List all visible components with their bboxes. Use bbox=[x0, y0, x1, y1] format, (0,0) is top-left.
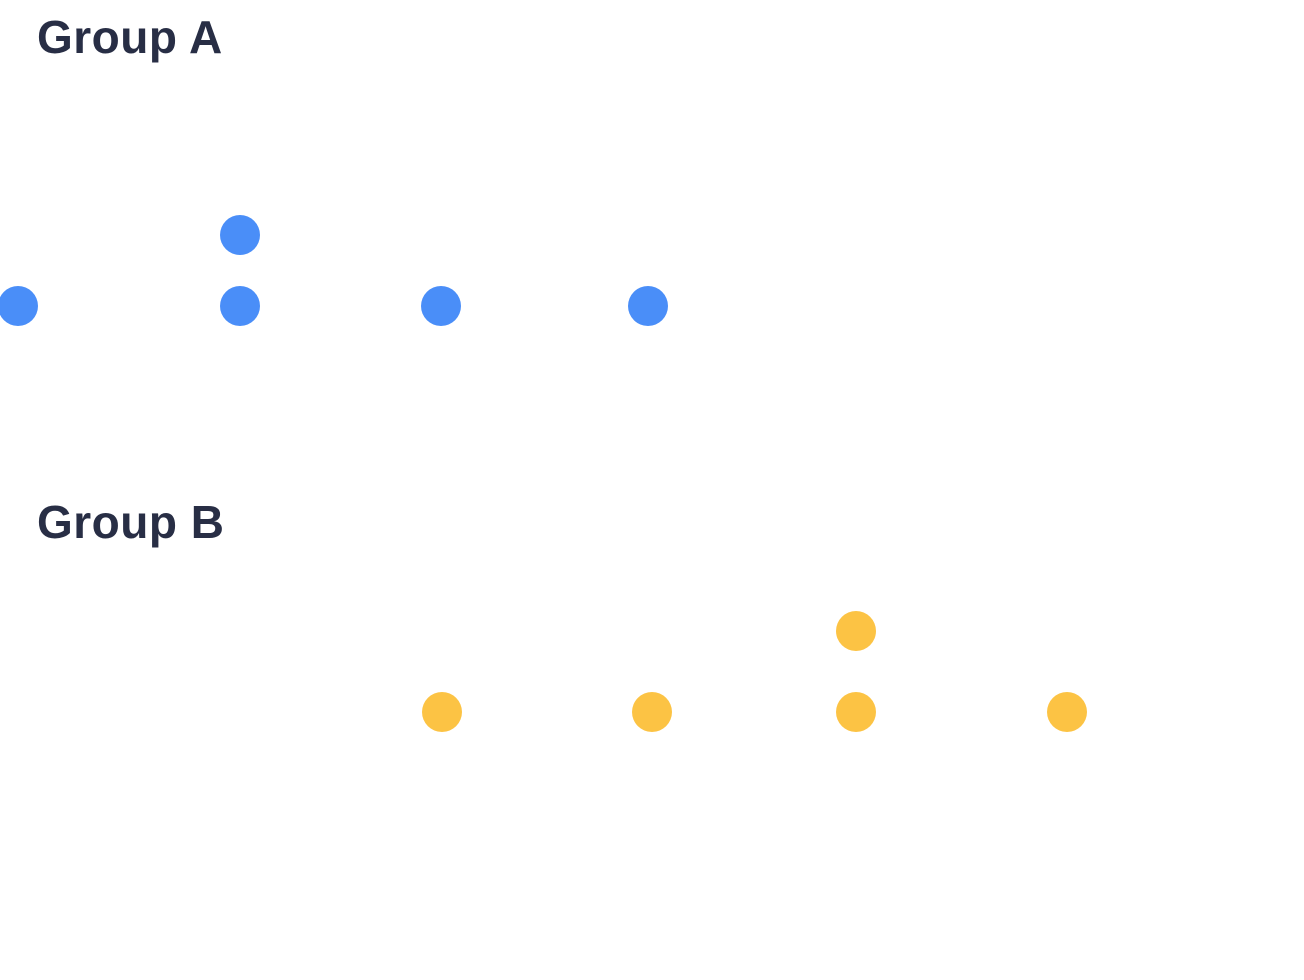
group-b-dot bbox=[632, 692, 672, 732]
group-b-dot bbox=[1047, 692, 1087, 732]
group-b-dot bbox=[836, 611, 876, 651]
group-a-label: Group A bbox=[37, 11, 223, 63]
group-a-dot bbox=[421, 286, 461, 326]
group-b-dot bbox=[422, 692, 462, 732]
group-a-dot bbox=[220, 286, 260, 326]
group-b-label: Group B bbox=[37, 496, 225, 548]
group-a-dot bbox=[0, 286, 38, 326]
group-a-dot bbox=[220, 215, 260, 255]
group-a-dot bbox=[628, 286, 668, 326]
group-b-dot bbox=[836, 692, 876, 732]
